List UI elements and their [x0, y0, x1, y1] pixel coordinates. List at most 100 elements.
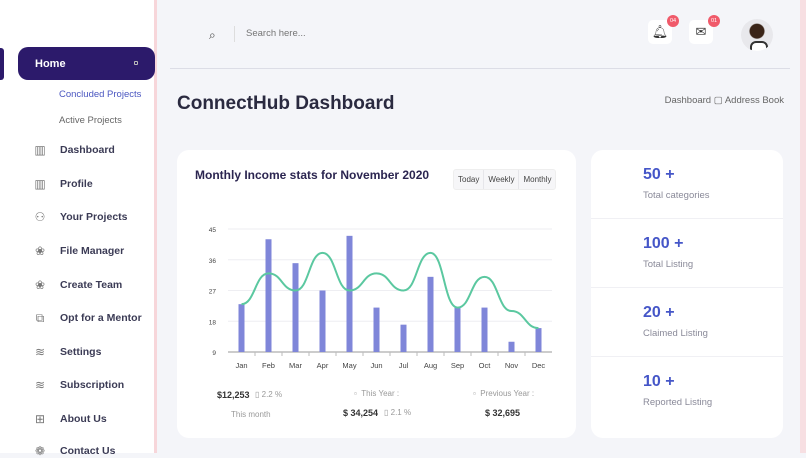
label: Settings [60, 346, 102, 358]
label: Your Projects [60, 211, 128, 223]
layout-icon: ▥ [34, 177, 46, 191]
previous-year-value: $ 32,695 [485, 408, 521, 418]
search-input[interactable] [246, 28, 446, 39]
sidebar-item-subscription[interactable]: ≋ Subscription [33, 378, 124, 392]
notification-badge: 04 [667, 15, 679, 27]
x-tick-label: Aug [424, 361, 437, 370]
cubes-icon: ❀ [34, 244, 46, 258]
bar [481, 307, 488, 352]
stat-value: 100 + [643, 235, 684, 252]
layers-icon: ≋ [34, 345, 46, 359]
this-month-label: This month [231, 410, 271, 419]
sidebar-item-contact-us[interactable]: ❁ Contact Us [33, 444, 115, 458]
x-tick-label: Feb [262, 361, 275, 370]
bar [346, 235, 353, 352]
stat-total-listing: 100 + Total Listing [591, 219, 783, 288]
sidebar-sub-concluded-projects[interactable]: Concluded Projects [59, 89, 142, 100]
mail-icon: ✉ [695, 24, 707, 39]
plus-square-icon: ⊞ [34, 412, 46, 426]
active-indicator [0, 48, 4, 80]
shapes-icon: ⚇ [34, 210, 46, 224]
stat-total-categories: 50 + Total categories [591, 150, 783, 219]
label: File Manager [60, 245, 125, 257]
breadcrumb-dashboard[interactable]: Dashboard [664, 95, 712, 106]
header-divider [170, 68, 790, 69]
tab-monthly[interactable]: Monthly [523, 175, 552, 184]
bar [400, 324, 407, 352]
x-tick-label: Jun [370, 361, 382, 370]
stat-value: 20 + [643, 304, 675, 321]
x-tick-label: Jan [235, 361, 247, 370]
x-tick-label: Nov [505, 361, 519, 370]
notifications-button[interactable]: 🔔︎ 04 [648, 15, 679, 44]
bar [535, 328, 542, 352]
home-label: Home [35, 57, 66, 70]
change: 2.2 % [261, 390, 283, 399]
y-tick-label: 36 [209, 258, 217, 265]
layout-icon: ▥ [34, 143, 46, 157]
bar [319, 290, 326, 352]
income-chart: 9 18 27 36 45 Jan Feb Mar Apr May Jun Jul Aug Sep Oct N… [209, 227, 552, 370]
label: Opt for a Mentor [60, 312, 142, 324]
bar [265, 239, 272, 352]
label: About Us [60, 413, 107, 425]
mentor-icon: ⧉ [35, 310, 45, 325]
label: This Year : [361, 389, 400, 398]
sidebar-item-opt-for-a-mentor[interactable]: ⧉ Opt for a Mentor [33, 311, 142, 325]
y-tick-label: 27 [209, 289, 217, 296]
sidebar-item-create-team[interactable]: ❀ Create Team [33, 278, 122, 292]
bar [427, 276, 434, 352]
y-tick-label: 45 [209, 227, 217, 234]
avatar[interactable] [741, 19, 773, 51]
stats-card: 50 + Total categories 100 + Total Listing … [591, 150, 783, 438]
tab-weekly[interactable]: Weekly [484, 170, 520, 189]
right-edge [800, 0, 806, 453]
label: Subscription [60, 379, 125, 391]
sidebar-item-your-projects[interactable]: ⚇ Your Projects [33, 210, 128, 224]
sidebar: Home Concluded Projects Active Projects … [0, 0, 157, 458]
breadcrumb-address-book: Address Book [724, 95, 784, 106]
stat-reported-listing: 10 + Reported Listing [591, 357, 783, 426]
sidebar-item-settings[interactable]: ≋ Settings [33, 345, 101, 359]
stat-label: Reported Listing [643, 397, 713, 408]
sidebar-item-file-manager[interactable]: ❀ File Manager [33, 244, 124, 258]
bar [508, 341, 515, 352]
this-year-value: $ 34,254 [343, 408, 379, 418]
chart-title: Monthly Income stats for November 2020 [195, 168, 430, 182]
this-month-change: ▯ 2.2 % [255, 390, 283, 399]
stat-claimed-listing: 20 + Claimed Listing [591, 288, 783, 357]
stat-label: Claimed Listing [643, 328, 708, 339]
x-tick-label: Apr [317, 361, 329, 370]
label: Dashboard [60, 144, 115, 156]
this-month-value: $12,253 [217, 390, 250, 400]
label: Create Team [60, 279, 123, 291]
contact-icon: ❁ [34, 444, 46, 458]
label: Previous Year : [480, 389, 535, 398]
bar [292, 263, 299, 352]
x-tick-label: Mar [289, 361, 302, 370]
sidebar-item-profile[interactable]: ▥ Profile [33, 177, 93, 191]
search-icon[interactable]: ⌕ [209, 28, 216, 42]
separator-icon: ▢ [713, 95, 723, 106]
messages-button[interactable]: ✉ 01 [689, 15, 720, 44]
stat-value: 10 + [643, 373, 675, 390]
message-badge: 01 [708, 15, 720, 27]
label: Contact Us [60, 445, 116, 457]
cubes-icon: ❀ [34, 278, 46, 292]
page-title: ConnectHub Dashboard [177, 93, 395, 114]
sidebar-item-about-us[interactable]: ⊞ About Us [33, 412, 107, 426]
label: Profile [60, 178, 93, 190]
sidebar-item-home[interactable]: Home [18, 47, 155, 80]
sidebar-item-dashboard[interactable]: ▥ Dashboard [33, 143, 115, 157]
bar [373, 307, 380, 352]
breadcrumb: Dashboard ▢ Address Book [665, 95, 784, 106]
bar [238, 304, 245, 352]
sidebar-sub-active-projects[interactable]: Active Projects [59, 115, 122, 126]
bell-icon: 🔔︎ [651, 24, 669, 39]
collapse-icon [134, 61, 138, 65]
tab-today[interactable]: Today [454, 170, 485, 189]
income-chart-card: Monthly Income stats for November 2020 T… [177, 150, 576, 438]
bar [454, 307, 461, 352]
this-year-label: ▫ This Year : [354, 389, 400, 398]
x-tick-label: Oct [479, 361, 492, 370]
